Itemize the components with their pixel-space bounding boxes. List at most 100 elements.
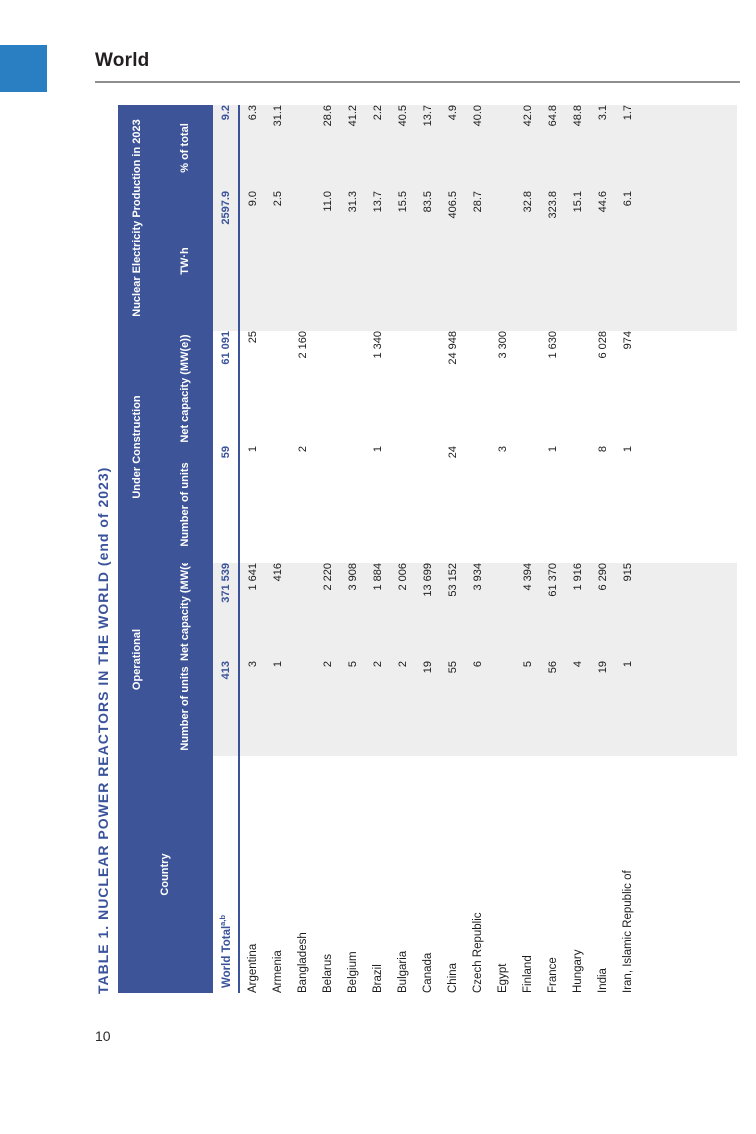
value-cell <box>340 331 365 446</box>
col-header-op-units: Number of units <box>158 661 213 756</box>
value-cell: 40.0 <box>465 105 490 191</box>
table-row: Belarus 2 2 220 11.0 28.6 <box>315 105 340 993</box>
value-cell: 5 <box>515 661 540 756</box>
value-cell: 416 <box>265 563 290 661</box>
value-cell: 323.8 <box>540 191 565 331</box>
value-cell: 4.9 <box>440 105 465 191</box>
col-group-operational: Operational <box>118 563 158 756</box>
value-cell: 2 <box>296 446 309 453</box>
table-row: Armenia 1 416 2.5 31.1 <box>265 105 290 993</box>
value-cell <box>265 331 290 446</box>
world-total-row: World Totala,b 413 371 539 59 61 091 2597.9 9.… <box>213 105 239 993</box>
table-filler-row <box>640 105 737 993</box>
value-cell: 19 <box>415 661 440 756</box>
value-cell: 28.6 <box>315 105 340 191</box>
country-cell: Finland <box>521 955 534 993</box>
value-cell: 2597.9 <box>213 191 239 331</box>
value-cell: 15.5 <box>390 191 415 331</box>
value-cell: 1 630 <box>546 331 559 359</box>
value-cell <box>640 105 737 191</box>
value-cell <box>640 191 737 331</box>
reactors-table: Country Operational Under Construction N… <box>118 105 737 993</box>
value-cell: 6 028 <box>596 331 609 359</box>
value-cell <box>315 446 340 563</box>
value-cell: 6 290 <box>590 563 615 661</box>
section-heading: World <box>95 50 150 71</box>
value-cell <box>315 331 340 446</box>
rotated-table-block: TABLE 1. NUCLEAR POWER REACTORS IN THE W… <box>95 95 740 995</box>
country-cell: Czech Republic <box>471 912 484 993</box>
value-cell <box>465 446 490 563</box>
table-row: France 56 61 370 1 1 630 323.8 64.8 <box>540 105 565 993</box>
value-cell: 11.0 <box>315 191 340 331</box>
value-cell: 3 934 <box>465 563 490 661</box>
value-cell: 41.2 <box>340 105 365 191</box>
value-cell <box>415 331 440 446</box>
country-cell: India <box>596 968 609 993</box>
table-row: India 19 6 290 8 6 028 44.6 3.1 <box>590 105 615 993</box>
value-cell: 25 <box>246 331 259 344</box>
value-cell: 1 641 <box>239 563 265 661</box>
value-cell: 15.1 <box>565 191 590 331</box>
value-cell <box>465 331 490 446</box>
value-cell <box>390 331 415 446</box>
value-cell: 31.1 <box>265 105 290 191</box>
value-cell: 6.1 <box>615 191 640 331</box>
table-row: Bulgaria 2 2 006 15.5 40.5 <box>390 105 415 993</box>
value-cell: 9.2 <box>213 105 239 191</box>
value-cell: 1 <box>615 661 640 756</box>
page-number: 10 <box>95 1028 111 1044</box>
value-cell: 2 <box>390 661 415 756</box>
value-cell: 13.7 <box>365 191 390 331</box>
table-row: Hungary 4 1 916 15.1 48.8 <box>565 105 590 993</box>
value-cell <box>640 661 737 756</box>
value-cell: 19 <box>590 661 615 756</box>
value-cell: 32.8 <box>515 191 540 331</box>
country-cell: Egypt <box>496 963 509 993</box>
country-cell: Iran, Islamic Republic of <box>621 870 634 993</box>
value-cell: 1 <box>371 446 384 453</box>
country-cell <box>640 756 737 993</box>
table-row: Finland 5 4 394 32.8 42.0 <box>515 105 540 993</box>
value-cell: 28.7 <box>465 191 490 331</box>
value-cell: 2 006 <box>390 563 415 661</box>
value-cell: 4 394 <box>515 563 540 661</box>
table-row: Czech Republic 6 3 934 28.7 40.0 <box>465 105 490 993</box>
value-cell <box>640 446 737 563</box>
col-header-pct-total: % of total <box>158 105 213 191</box>
value-cell: 1.7 <box>615 105 640 191</box>
value-cell: 31.3 <box>340 191 365 331</box>
value-cell: 48.8 <box>565 105 590 191</box>
country-cell: Bulgaria <box>396 950 409 993</box>
value-cell: 42.0 <box>515 105 540 191</box>
value-cell: 1 <box>246 446 259 453</box>
value-cell <box>515 446 540 563</box>
value-cell: 9.0 <box>239 191 265 331</box>
value-cell: 413 <box>213 661 239 756</box>
value-cell: 3 908 <box>340 563 365 661</box>
value-cell: 59 <box>213 446 239 563</box>
page-corner-mark <box>0 45 47 92</box>
value-cell <box>415 446 440 563</box>
country-cell: Canada <box>421 952 434 993</box>
value-cell: 3 300 <box>496 331 509 359</box>
table-row: Argentina 3 1 641 1 25 9.0 6.3 <box>239 105 265 993</box>
value-cell <box>490 191 515 331</box>
country-cell: Brazil <box>371 964 384 993</box>
value-cell: 1 <box>621 446 634 453</box>
table-header: Country Operational Under Construction N… <box>118 105 213 993</box>
value-cell: 3.1 <box>590 105 615 191</box>
value-cell <box>565 446 590 563</box>
value-cell: 1 916 <box>565 563 590 661</box>
country-cell: Hungary <box>571 949 584 993</box>
value-cell: 4 <box>565 661 590 756</box>
value-cell: 61 370 <box>540 563 565 661</box>
country-cell: Bangladesh <box>296 932 309 993</box>
value-cell: 2 220 <box>315 563 340 661</box>
value-cell <box>565 331 590 446</box>
value-cell: 406.5 <box>440 191 465 331</box>
table-row: China 55 53 152 24 24 948 406.5 4.9 <box>440 105 465 993</box>
value-cell: 371 539 <box>213 563 239 661</box>
col-header-op-capacity: Net capacity (MW(e)) <box>158 563 213 661</box>
